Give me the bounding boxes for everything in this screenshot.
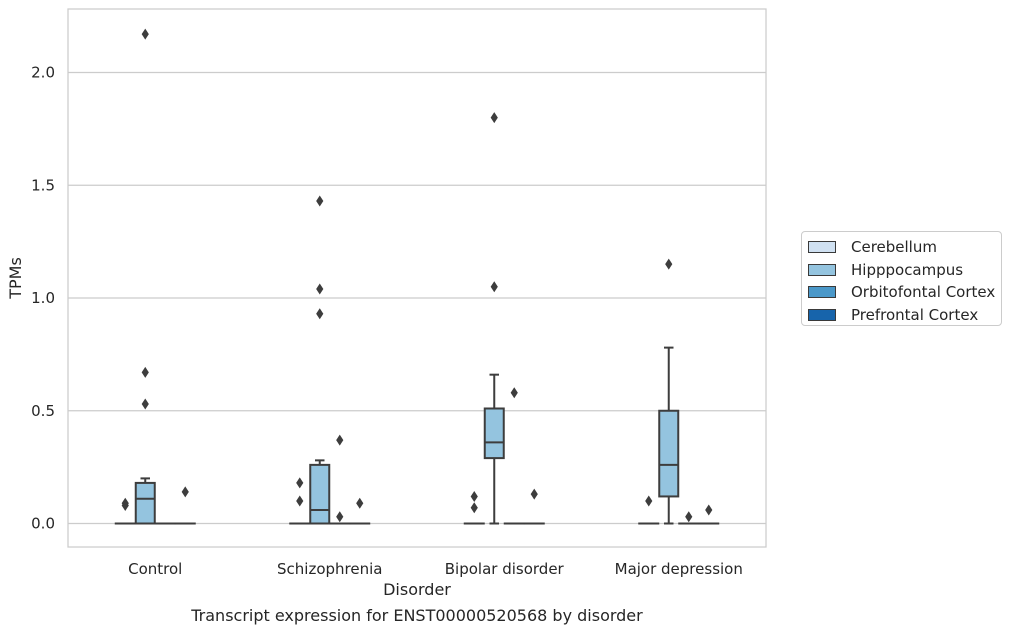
- outlier-point: [296, 495, 304, 507]
- box-orbitofontal-cortex: [503, 387, 525, 525]
- x-tick-label: Schizophrenia: [277, 560, 382, 578]
- box-hipppocampus: [309, 195, 331, 525]
- box-body: [309, 463, 331, 525]
- box-cerebellum: [289, 477, 311, 525]
- legend-label: Hipppocampus: [851, 260, 964, 279]
- y-tick-label: 0.5: [31, 402, 55, 420]
- box-hipppocampus: [134, 28, 156, 525]
- outlier-point: [141, 28, 149, 40]
- outlier-point: [336, 434, 344, 446]
- y-tick-label: 1.0: [31, 289, 55, 307]
- box-orbitofontal-cortex: [678, 511, 700, 525]
- outlier-point: [665, 258, 673, 270]
- legend-label: Orbitofontal Cortex: [851, 283, 996, 302]
- box-series: [114, 28, 720, 525]
- y-tick-label: 0.0: [31, 515, 55, 533]
- box-body: [658, 409, 680, 498]
- y-tick-labels: 0.0 0.5 1.0 1.5 2.0: [31, 64, 55, 533]
- legend-item: Hipppocampus: [808, 259, 1001, 282]
- outlier-point: [181, 486, 189, 498]
- x-tick-label: Bipolar disorder: [445, 560, 565, 578]
- outlier-point: [316, 195, 324, 207]
- outlier-point: [141, 366, 149, 378]
- legend-swatch: [808, 263, 836, 276]
- legend-swatch: [808, 286, 836, 299]
- outlier-point: [336, 511, 344, 523]
- outlier-point: [705, 504, 713, 516]
- outlier-point: [356, 497, 364, 509]
- box-prefrontal-cortex: [174, 486, 196, 525]
- outlier-point: [316, 308, 324, 320]
- y-axis-label: TPMs: [6, 257, 25, 300]
- y-tick-label: 1.5: [31, 176, 55, 194]
- x-axis-label: Disorder: [383, 580, 451, 599]
- box-body: [483, 407, 505, 460]
- x-tick-label: Major depression: [615, 560, 743, 578]
- outlier-point: [490, 281, 498, 293]
- outlier-point: [645, 495, 653, 507]
- outlier-point: [490, 112, 498, 124]
- legend-label: Prefrontal Cortex: [851, 305, 979, 324]
- legend-label: Cerebellum: [851, 238, 937, 257]
- legend-swatch: [808, 308, 836, 321]
- box-cerebellum: [638, 495, 660, 525]
- box-prefrontal-cortex: [349, 497, 371, 525]
- box-prefrontal-cortex: [523, 488, 545, 525]
- x-tick-labels: Control Schizophrenia Bipolar disorder Majo…: [128, 560, 743, 578]
- legend-swatch: [808, 241, 836, 254]
- box-prefrontal-cortex: [698, 504, 720, 525]
- outlier-point: [685, 511, 693, 523]
- legend-item: Prefrontal Cortex: [808, 304, 1001, 327]
- outlier-point: [121, 497, 129, 509]
- x-tick-label: Control: [128, 560, 182, 578]
- y-tick-label: 2.0: [31, 64, 55, 82]
- outlier-point: [530, 488, 538, 500]
- legend: Cerebellum Hipppocampus Orbitofontal Corte…: [801, 231, 1002, 326]
- box-cerebellum: [463, 490, 485, 525]
- box-body: [134, 481, 156, 525]
- outlier-point: [510, 387, 518, 399]
- outlier-point: [296, 477, 304, 489]
- legend-item: Cerebellum: [808, 236, 1001, 259]
- box-hipppocampus: [483, 112, 505, 525]
- chart-caption: Transcript expression for ENST0000052056…: [191, 606, 643, 625]
- legend-item: Orbitofontal Cortex: [808, 281, 1001, 304]
- outlier-point: [316, 283, 324, 295]
- plot-frame: [67, 8, 767, 548]
- box-hipppocampus: [658, 258, 680, 525]
- box-orbitofontal-cortex: [329, 434, 351, 525]
- outlier-point: [470, 490, 478, 502]
- outlier-point: [141, 398, 149, 410]
- box-cerebellum: [114, 497, 136, 525]
- outlier-point: [470, 502, 478, 514]
